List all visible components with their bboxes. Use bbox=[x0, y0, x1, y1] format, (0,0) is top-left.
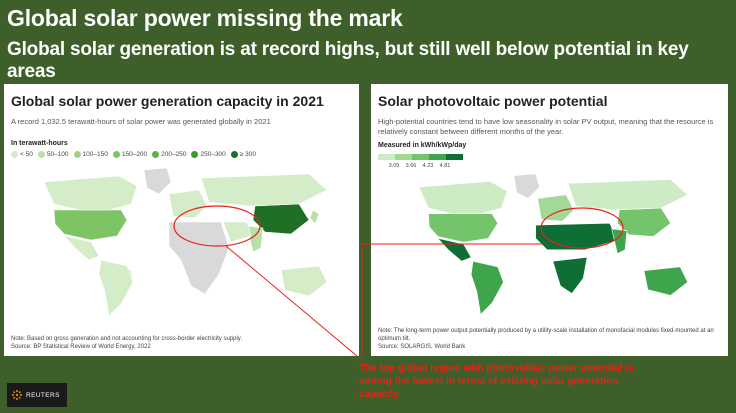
map-region-africa bbox=[168, 221, 230, 295]
map-region-united-states bbox=[428, 213, 499, 243]
generation-legend-item: 200–250 bbox=[152, 151, 186, 158]
generation-legend-item: 50–100 bbox=[37, 151, 69, 158]
pv-legend-segment bbox=[412, 154, 429, 160]
pv-legend-segment bbox=[378, 154, 395, 160]
pv-panel-title: Solar photovoltaic power potential bbox=[378, 93, 608, 109]
pv-legend-segment bbox=[395, 154, 412, 160]
pv-legend-segment bbox=[446, 154, 463, 160]
generation-legend-title: In terawatt-hours bbox=[11, 140, 68, 147]
map-region-russia bbox=[200, 173, 328, 207]
map-region-mexico bbox=[63, 235, 100, 261]
generation-legend-item: ≥ 300 bbox=[230, 151, 257, 158]
legend-swatch bbox=[230, 151, 238, 158]
reuters-dots-icon bbox=[12, 390, 22, 400]
map-region-canada bbox=[418, 181, 508, 214]
pv-legend-scale bbox=[378, 154, 463, 160]
map-region-australia bbox=[280, 265, 328, 297]
map-region-australia bbox=[643, 266, 689, 296]
pv-legend-tick: 3.66 bbox=[405, 163, 417, 169]
legend-label: 250–300 bbox=[200, 151, 226, 158]
generation-legend-item: < 50 bbox=[11, 151, 33, 158]
legend-label: 200–250 bbox=[161, 151, 187, 158]
generation-source: Source: BP Statistical Review of World E… bbox=[11, 344, 151, 350]
generation-legend-item: 100–150 bbox=[73, 151, 108, 158]
generation-legend-item: 250–300 bbox=[191, 151, 226, 158]
legend-swatch bbox=[73, 151, 81, 158]
map-region-greenland bbox=[513, 173, 540, 199]
generation-panel-title: Global solar power generation capacity i… bbox=[11, 93, 324, 109]
legend-label: 150–200 bbox=[121, 151, 148, 158]
main-subtitle: Global solar generation is at record hig… bbox=[7, 39, 689, 82]
pv-potential-panel: Solar photovoltaic power potential High-… bbox=[371, 84, 728, 356]
pv-panel-footer: Note: The long-term power output potenti… bbox=[378, 327, 720, 351]
reuters-wordmark: REUTERS bbox=[26, 391, 60, 399]
legend-swatch bbox=[11, 151, 18, 158]
map-region-south-america-other- bbox=[470, 260, 504, 315]
generation-panel-description: A record 1,032.5 terawatt-hours of solar… bbox=[11, 117, 271, 126]
map-region-southern-africa bbox=[552, 257, 588, 294]
pv-note: Note: The long-term power output potenti… bbox=[378, 328, 714, 342]
pv-legend-tick: 3.09 bbox=[388, 163, 400, 169]
map-region-north-africa-middle-east bbox=[535, 222, 618, 251]
map-region-greenland bbox=[143, 167, 172, 195]
pv-legend-ticks: 3.09 3.66 4.23 4.81 bbox=[387, 163, 452, 169]
generation-legend-item: 150–200 bbox=[112, 151, 148, 158]
generation-legend: < 50 50–100 100–150 150–200 200–250 250–300 ≥ … bbox=[11, 151, 256, 158]
map-region-europe bbox=[537, 194, 575, 222]
map-region-canada bbox=[43, 175, 138, 211]
legend-label: 100–150 bbox=[82, 151, 108, 158]
generation-panel-footer: Note: Based on gross generation and not … bbox=[11, 335, 353, 351]
generation-capacity-panel: Global solar power generation capacity i… bbox=[4, 84, 359, 356]
map-region-middle-east bbox=[222, 221, 252, 243]
main-title: Global solar power missing the mark bbox=[7, 5, 403, 31]
pv-panel-description: High-potential countries tend to have lo… bbox=[378, 117, 714, 136]
generation-note: Note: Based on gross generation and not … bbox=[11, 336, 243, 342]
generation-world-map bbox=[43, 167, 328, 317]
map-region-europe-other- bbox=[168, 189, 208, 219]
legend-swatch bbox=[37, 151, 45, 158]
pv-legend-segment bbox=[429, 154, 446, 160]
legend-label: ≥ 300 bbox=[239, 151, 257, 158]
legend-label: < 50 bbox=[20, 151, 33, 158]
reuters-logo: REUTERS bbox=[7, 383, 67, 407]
callout-text: The top global region with photovoltaic … bbox=[359, 363, 634, 400]
legend-swatch bbox=[112, 151, 120, 158]
pv-legend-tick: 4.23 bbox=[422, 163, 434, 169]
legend-swatch bbox=[191, 151, 199, 158]
map-region-russia bbox=[567, 179, 689, 211]
legend-label: 50–100 bbox=[46, 151, 69, 158]
pv-source: Source: SOLARGIS, World Bank bbox=[378, 344, 466, 350]
map-region-united-states bbox=[53, 209, 128, 241]
map-region-south-america-other- bbox=[98, 259, 134, 317]
pv-legend-tick: 4.81 bbox=[439, 163, 451, 169]
pv-world-map bbox=[418, 173, 689, 315]
legend-swatch bbox=[152, 151, 160, 158]
pv-legend-title: Measured in kWh/kWp/day bbox=[378, 142, 467, 149]
map-region-japan bbox=[309, 209, 320, 225]
